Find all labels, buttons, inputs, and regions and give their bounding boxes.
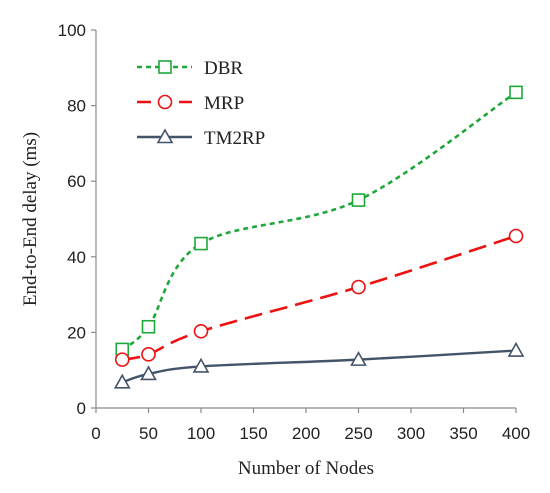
data-point-mrp bbox=[114, 352, 130, 367]
legend-marker-mrp bbox=[157, 94, 173, 110]
data-point-tm2rp bbox=[113, 373, 131, 389]
series-line-mrp bbox=[121, 234, 517, 361]
x-tick-label: 0 bbox=[91, 424, 100, 443]
x-tick-label: 400 bbox=[502, 424, 530, 443]
legend-marker-tm2rp bbox=[156, 128, 174, 144]
legend-label-dbr: DBR bbox=[204, 58, 243, 79]
x-tick-label: 100 bbox=[187, 424, 215, 443]
data-point-mrp bbox=[141, 347, 156, 362]
legend: DBR MRP TM2RP bbox=[137, 58, 265, 149]
series-line-dbr bbox=[121, 91, 517, 351]
data-point-tm2rp bbox=[350, 350, 367, 366]
legend-label-mrp: MRP bbox=[204, 93, 244, 114]
y-tick-label: 60 bbox=[67, 172, 86, 191]
y-tick-label: 100 bbox=[58, 21, 86, 40]
series-markers bbox=[113, 85, 525, 389]
tick-labels: 0 20 40 60 80 100 0 50 100 150 200 250 300 350 400 bbox=[58, 21, 531, 443]
data-point-mrp bbox=[351, 279, 366, 295]
x-tick-label: 250 bbox=[344, 424, 372, 443]
series-line-tm2rp bbox=[121, 349, 517, 384]
data-point-dbr bbox=[509, 85, 523, 100]
legend-label-tm2rp: TM2RP bbox=[204, 128, 265, 149]
data-point-mrp bbox=[508, 228, 524, 244]
y-tick-label: 0 bbox=[77, 399, 86, 418]
data-point-mrp bbox=[193, 323, 209, 339]
y-tick-label: 40 bbox=[67, 248, 86, 267]
data-point-dbr bbox=[141, 319, 156, 334]
y-axis-title: End-to-End delay (ms) bbox=[20, 132, 41, 306]
tick-marks bbox=[91, 29, 517, 413]
legend-marker-dbr bbox=[158, 60, 172, 74]
x-tick-label: 300 bbox=[397, 424, 425, 443]
data-point-tm2rp bbox=[140, 365, 157, 381]
axes bbox=[95, 30, 516, 409]
x-tick-label: 200 bbox=[292, 424, 320, 443]
data-point-tm2rp bbox=[192, 357, 210, 373]
x-tick-label: 350 bbox=[449, 424, 477, 443]
data-point-dbr bbox=[351, 193, 366, 207]
x-tick-label: 150 bbox=[239, 424, 267, 443]
x-axis-title: Number of Nodes bbox=[238, 458, 374, 479]
x-tick-label: 50 bbox=[139, 424, 158, 443]
y-tick-label: 20 bbox=[67, 323, 86, 342]
y-tick-label: 80 bbox=[67, 97, 86, 116]
data-point-tm2rp bbox=[507, 341, 525, 357]
data-point-dbr bbox=[194, 236, 208, 251]
